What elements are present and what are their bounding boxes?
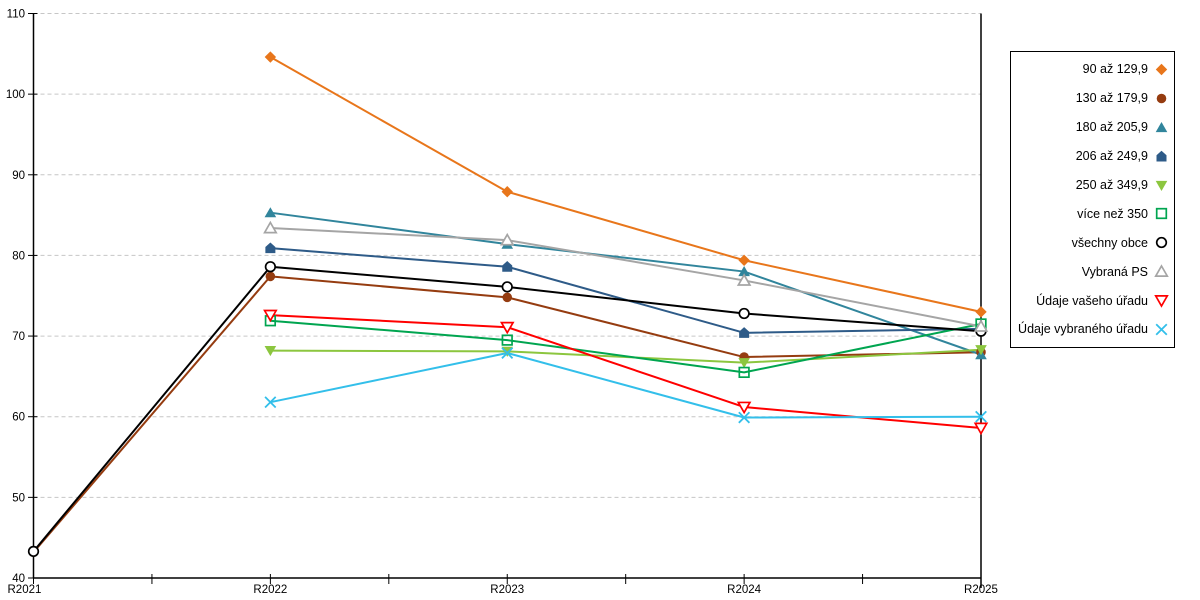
legend-item-label: Údaje vašeho úřadu bbox=[1036, 293, 1148, 308]
marker-square-icon bbox=[501, 334, 513, 346]
marker-triangle-icon bbox=[973, 319, 989, 332]
marker-pentagon-icon bbox=[265, 242, 276, 254]
x-axis-label: R2023 bbox=[490, 584, 524, 596]
legend-item-label: 250 až 349,9 bbox=[1075, 178, 1148, 192]
marker-x-icon bbox=[264, 396, 277, 409]
legend-item-label: všechny obce bbox=[1071, 235, 1148, 250]
marker-pentagon-icon bbox=[739, 327, 750, 338]
legend-item: 130 až 179,9 bbox=[1013, 85, 1170, 111]
chart-legend: 90 až 129,9 130 až 179,9 180 až 205,9 206 a… bbox=[1010, 51, 1175, 348]
x-axis-label: R2022 bbox=[253, 584, 287, 596]
marker-diamond-icon bbox=[975, 306, 987, 318]
legend-item-label: 90 až 129,9 bbox=[1082, 62, 1148, 77]
series-line bbox=[32, 275, 982, 554]
legend-marker-icon bbox=[1156, 150, 1167, 162]
marker-circle-icon bbox=[27, 545, 40, 558]
marker-circle-icon bbox=[264, 261, 277, 273]
y-axis-label: 70 bbox=[12, 331, 25, 343]
marker-triangle-icon bbox=[1155, 121, 1168, 132]
legend-item: 206 až 249,9 bbox=[1013, 143, 1170, 169]
y-axis-label: 100 bbox=[6, 89, 25, 101]
marker-x-icon bbox=[975, 410, 987, 423]
legend-item: 250 až 349,9 bbox=[1013, 172, 1170, 198]
marker-triangle-down-icon bbox=[973, 422, 989, 436]
legend-marker-icon bbox=[1154, 295, 1169, 308]
y-axis-label: 110 bbox=[7, 9, 25, 21]
legend-marker-icon bbox=[1155, 63, 1168, 76]
marker-triangle-down-icon bbox=[1155, 180, 1168, 191]
marker-triangle-down-icon bbox=[499, 321, 515, 335]
marker-circle-icon bbox=[502, 292, 513, 303]
y-axis-label: 80 bbox=[12, 250, 25, 262]
marker-pentagon-icon bbox=[502, 261, 513, 272]
legend-item: Údaje vybraného úřadu bbox=[1013, 316, 1170, 342]
legend-marker-icon bbox=[1154, 264, 1169, 278]
legend-item-label: Vybraná PS bbox=[1081, 264, 1148, 279]
series-line bbox=[269, 314, 982, 430]
marker-x-icon bbox=[501, 347, 514, 359]
marker-triangle-icon bbox=[264, 207, 277, 218]
legend-item: 180 až 205,9 bbox=[1013, 114, 1170, 140]
marker-triangle-down-icon bbox=[264, 345, 277, 357]
marker-diamond-icon bbox=[1155, 63, 1168, 76]
y-axis-label: 40 bbox=[12, 573, 25, 585]
legend-item-label: Údaje vybraného úřadu bbox=[1018, 322, 1148, 337]
marker-pentagon-icon bbox=[1156, 150, 1167, 162]
x-axis-label: R2024 bbox=[727, 584, 761, 596]
marker-x-icon bbox=[738, 411, 751, 424]
legend-marker-icon bbox=[1155, 323, 1168, 336]
legend-item: Údaje vašeho úřadu bbox=[1013, 288, 1170, 314]
legend-item: 90 až 129,9 bbox=[1013, 56, 1170, 82]
marker-triangle-down-icon bbox=[975, 345, 987, 356]
y-axis-label: 90 bbox=[12, 170, 25, 182]
legend-item: více než 350 bbox=[1013, 201, 1170, 227]
series-line bbox=[32, 265, 982, 553]
marker-diamond-icon bbox=[264, 51, 277, 63]
marker-square-icon bbox=[1155, 208, 1168, 220]
marker-triangle-icon bbox=[736, 273, 752, 286]
legend-item-label: 130 až 179,9 bbox=[1075, 91, 1148, 106]
legend-item-label: více než 350 bbox=[1077, 206, 1148, 221]
series-line bbox=[269, 319, 982, 374]
marker-triangle-down-icon bbox=[736, 401, 752, 415]
legend-item: všechny obce bbox=[1013, 230, 1170, 256]
legend-marker-icon bbox=[1155, 237, 1168, 249]
marker-circle-icon bbox=[501, 281, 513, 293]
marker-square-icon bbox=[738, 366, 750, 379]
legend-marker-icon bbox=[1156, 93, 1167, 104]
series-line bbox=[269, 211, 982, 356]
marker-triangle-icon bbox=[499, 232, 515, 246]
legend-item: Vybraná PS bbox=[1013, 259, 1170, 285]
marker-circle-icon bbox=[1156, 93, 1167, 104]
series-line bbox=[269, 352, 982, 419]
legend-marker-icon bbox=[1155, 121, 1168, 132]
marker-circle-icon bbox=[738, 307, 750, 320]
marker-circle-icon bbox=[265, 271, 276, 282]
marker-x-icon bbox=[1155, 323, 1168, 336]
marker-triangle-down-icon bbox=[1154, 295, 1169, 308]
legend-marker-icon bbox=[1155, 208, 1168, 220]
x-axis-label: R2025 bbox=[964, 584, 998, 596]
marker-diamond-icon bbox=[501, 186, 513, 198]
marker-triangle-icon bbox=[1154, 264, 1169, 278]
legend-item-label: 180 až 205,9 bbox=[1075, 120, 1148, 135]
marker-triangle-down-icon bbox=[738, 358, 750, 369]
marker-triangle-icon bbox=[738, 266, 750, 277]
marker-triangle-icon bbox=[263, 220, 278, 234]
y-axis-label: 50 bbox=[12, 492, 25, 504]
marker-circle-icon bbox=[1155, 237, 1168, 249]
legend-item-label: 206 až 249,9 bbox=[1075, 149, 1148, 164]
y-axis-label: 60 bbox=[12, 412, 25, 424]
marker-diamond-icon bbox=[738, 254, 750, 266]
marker-triangle-down-icon bbox=[263, 309, 278, 323]
series-line bbox=[269, 227, 982, 328]
x-axis-label: R2021 bbox=[8, 584, 42, 596]
series-line bbox=[269, 56, 982, 313]
legend-marker-icon bbox=[1155, 180, 1168, 191]
